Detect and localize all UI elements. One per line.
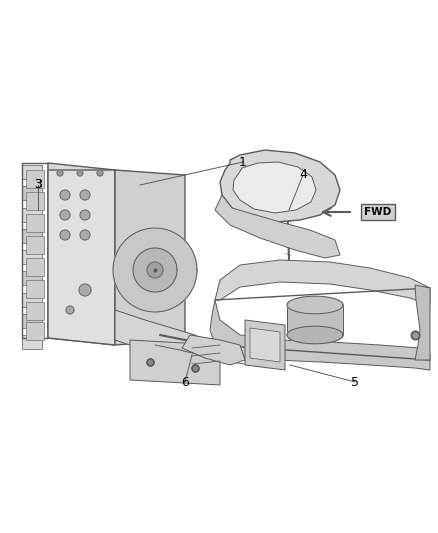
Polygon shape	[22, 207, 42, 222]
Circle shape	[77, 170, 83, 176]
Polygon shape	[210, 300, 430, 370]
Polygon shape	[215, 260, 430, 305]
Polygon shape	[233, 162, 316, 213]
Polygon shape	[115, 310, 215, 365]
Polygon shape	[26, 192, 44, 210]
Polygon shape	[79, 284, 91, 296]
Polygon shape	[182, 335, 245, 365]
Circle shape	[80, 190, 90, 200]
Polygon shape	[22, 271, 42, 285]
Polygon shape	[245, 320, 285, 370]
Text: 4: 4	[299, 168, 307, 182]
Polygon shape	[287, 296, 343, 314]
Text: 6: 6	[181, 376, 189, 389]
Text: 5: 5	[351, 376, 359, 389]
Polygon shape	[22, 250, 42, 264]
Polygon shape	[22, 335, 42, 349]
Polygon shape	[280, 185, 296, 197]
Polygon shape	[130, 340, 220, 385]
Text: 3: 3	[34, 179, 42, 191]
Circle shape	[60, 230, 70, 240]
Polygon shape	[26, 236, 44, 254]
Circle shape	[60, 210, 70, 220]
Polygon shape	[133, 248, 177, 292]
Circle shape	[80, 230, 90, 240]
Polygon shape	[215, 195, 340, 258]
Polygon shape	[26, 322, 44, 340]
Polygon shape	[48, 170, 115, 345]
Polygon shape	[22, 186, 42, 200]
Circle shape	[60, 190, 70, 200]
Polygon shape	[26, 258, 44, 276]
Text: 1: 1	[239, 156, 247, 168]
Polygon shape	[26, 302, 44, 320]
Polygon shape	[147, 262, 163, 278]
Circle shape	[80, 210, 90, 220]
Polygon shape	[66, 306, 74, 314]
Polygon shape	[287, 326, 343, 344]
Polygon shape	[113, 228, 197, 312]
Polygon shape	[250, 328, 280, 362]
Text: FWD: FWD	[364, 207, 392, 217]
Polygon shape	[220, 150, 340, 222]
Polygon shape	[287, 305, 343, 335]
Polygon shape	[26, 280, 44, 298]
Polygon shape	[22, 165, 42, 179]
Polygon shape	[415, 285, 430, 360]
Polygon shape	[22, 293, 42, 306]
Polygon shape	[22, 229, 42, 243]
Polygon shape	[26, 170, 44, 188]
Circle shape	[97, 170, 103, 176]
Polygon shape	[115, 170, 185, 345]
Circle shape	[57, 170, 63, 176]
Polygon shape	[22, 314, 42, 328]
Text: 3: 3	[34, 179, 42, 191]
Polygon shape	[48, 163, 115, 345]
Polygon shape	[26, 214, 44, 232]
